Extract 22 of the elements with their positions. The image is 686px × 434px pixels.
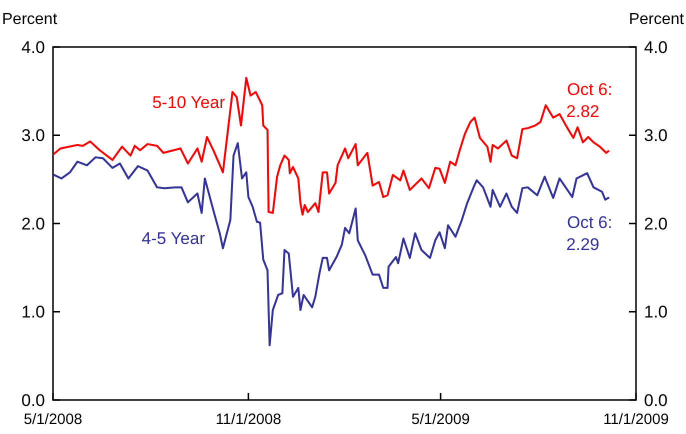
y2-axis-title: Percent (628, 11, 685, 28)
x-tick-label: 11/1/2009 (603, 411, 669, 428)
y-axis-title: Percent (2, 11, 58, 28)
y-tick-label: 3.0 (21, 126, 45, 146)
annotation: Oct 6: 2.82 (566, 80, 612, 122)
x-tick-label: 11/1/2008 (216, 411, 282, 428)
y2-tick-label: 0.0 (644, 390, 668, 410)
annotation: Oct 6: 2.29 (566, 212, 612, 254)
series-label: 4-5 Year (142, 229, 206, 248)
y2-tick-label: 4.0 (644, 38, 668, 57)
y-tick-label: 2.0 (21, 214, 45, 234)
y2-tick-label: 1.0 (644, 302, 668, 322)
x-tick-label: 5/1/2009 (411, 411, 470, 428)
line-series (53, 142, 610, 346)
y-tick-label: 4.0 (21, 38, 45, 57)
x-tick-label: 5/1/2008 (24, 411, 82, 428)
y2-tick-label: 3.0 (644, 126, 668, 146)
y-tick-label: 1.0 (21, 302, 45, 322)
y2-tick-label: 2.0 (644, 214, 668, 234)
series-label: 5-10 Year (152, 93, 226, 112)
line-series (53, 76, 610, 216)
y-tick-label: 0.0 (21, 390, 45, 410)
